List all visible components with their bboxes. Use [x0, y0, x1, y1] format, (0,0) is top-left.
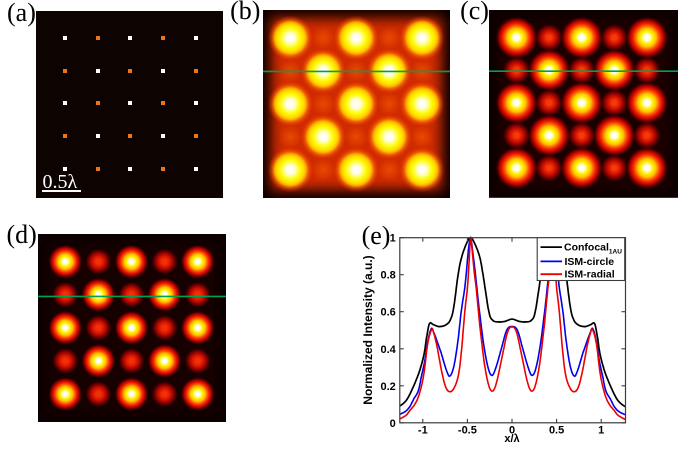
svg-text:0: 0 [390, 418, 396, 430]
svg-text:0.2: 0.2 [381, 381, 396, 393]
svg-text:ISM-circle: ISM-circle [565, 256, 615, 268]
svg-text:Normalized Intensity (a.u.): Normalized Intensity (a.u.) [361, 255, 375, 404]
svg-text:0.4: 0.4 [381, 344, 397, 356]
svg-text:-1: -1 [418, 425, 428, 437]
svg-text:-0.5: -0.5 [458, 425, 477, 437]
svg-text:Confocal1AU: Confocal1AU [564, 242, 622, 256]
svg-text:x/λ: x/λ [504, 433, 519, 445]
svg-text:0.5: 0.5 [549, 425, 564, 437]
svg-text:ISM-radial: ISM-radial [565, 269, 615, 281]
svg-text:0.8: 0.8 [381, 270, 396, 282]
svg-text:1: 1 [390, 233, 396, 245]
svg-text:0.6: 0.6 [381, 307, 396, 319]
svg-text:1: 1 [598, 425, 604, 437]
svg-text:0: 0 [509, 425, 515, 437]
